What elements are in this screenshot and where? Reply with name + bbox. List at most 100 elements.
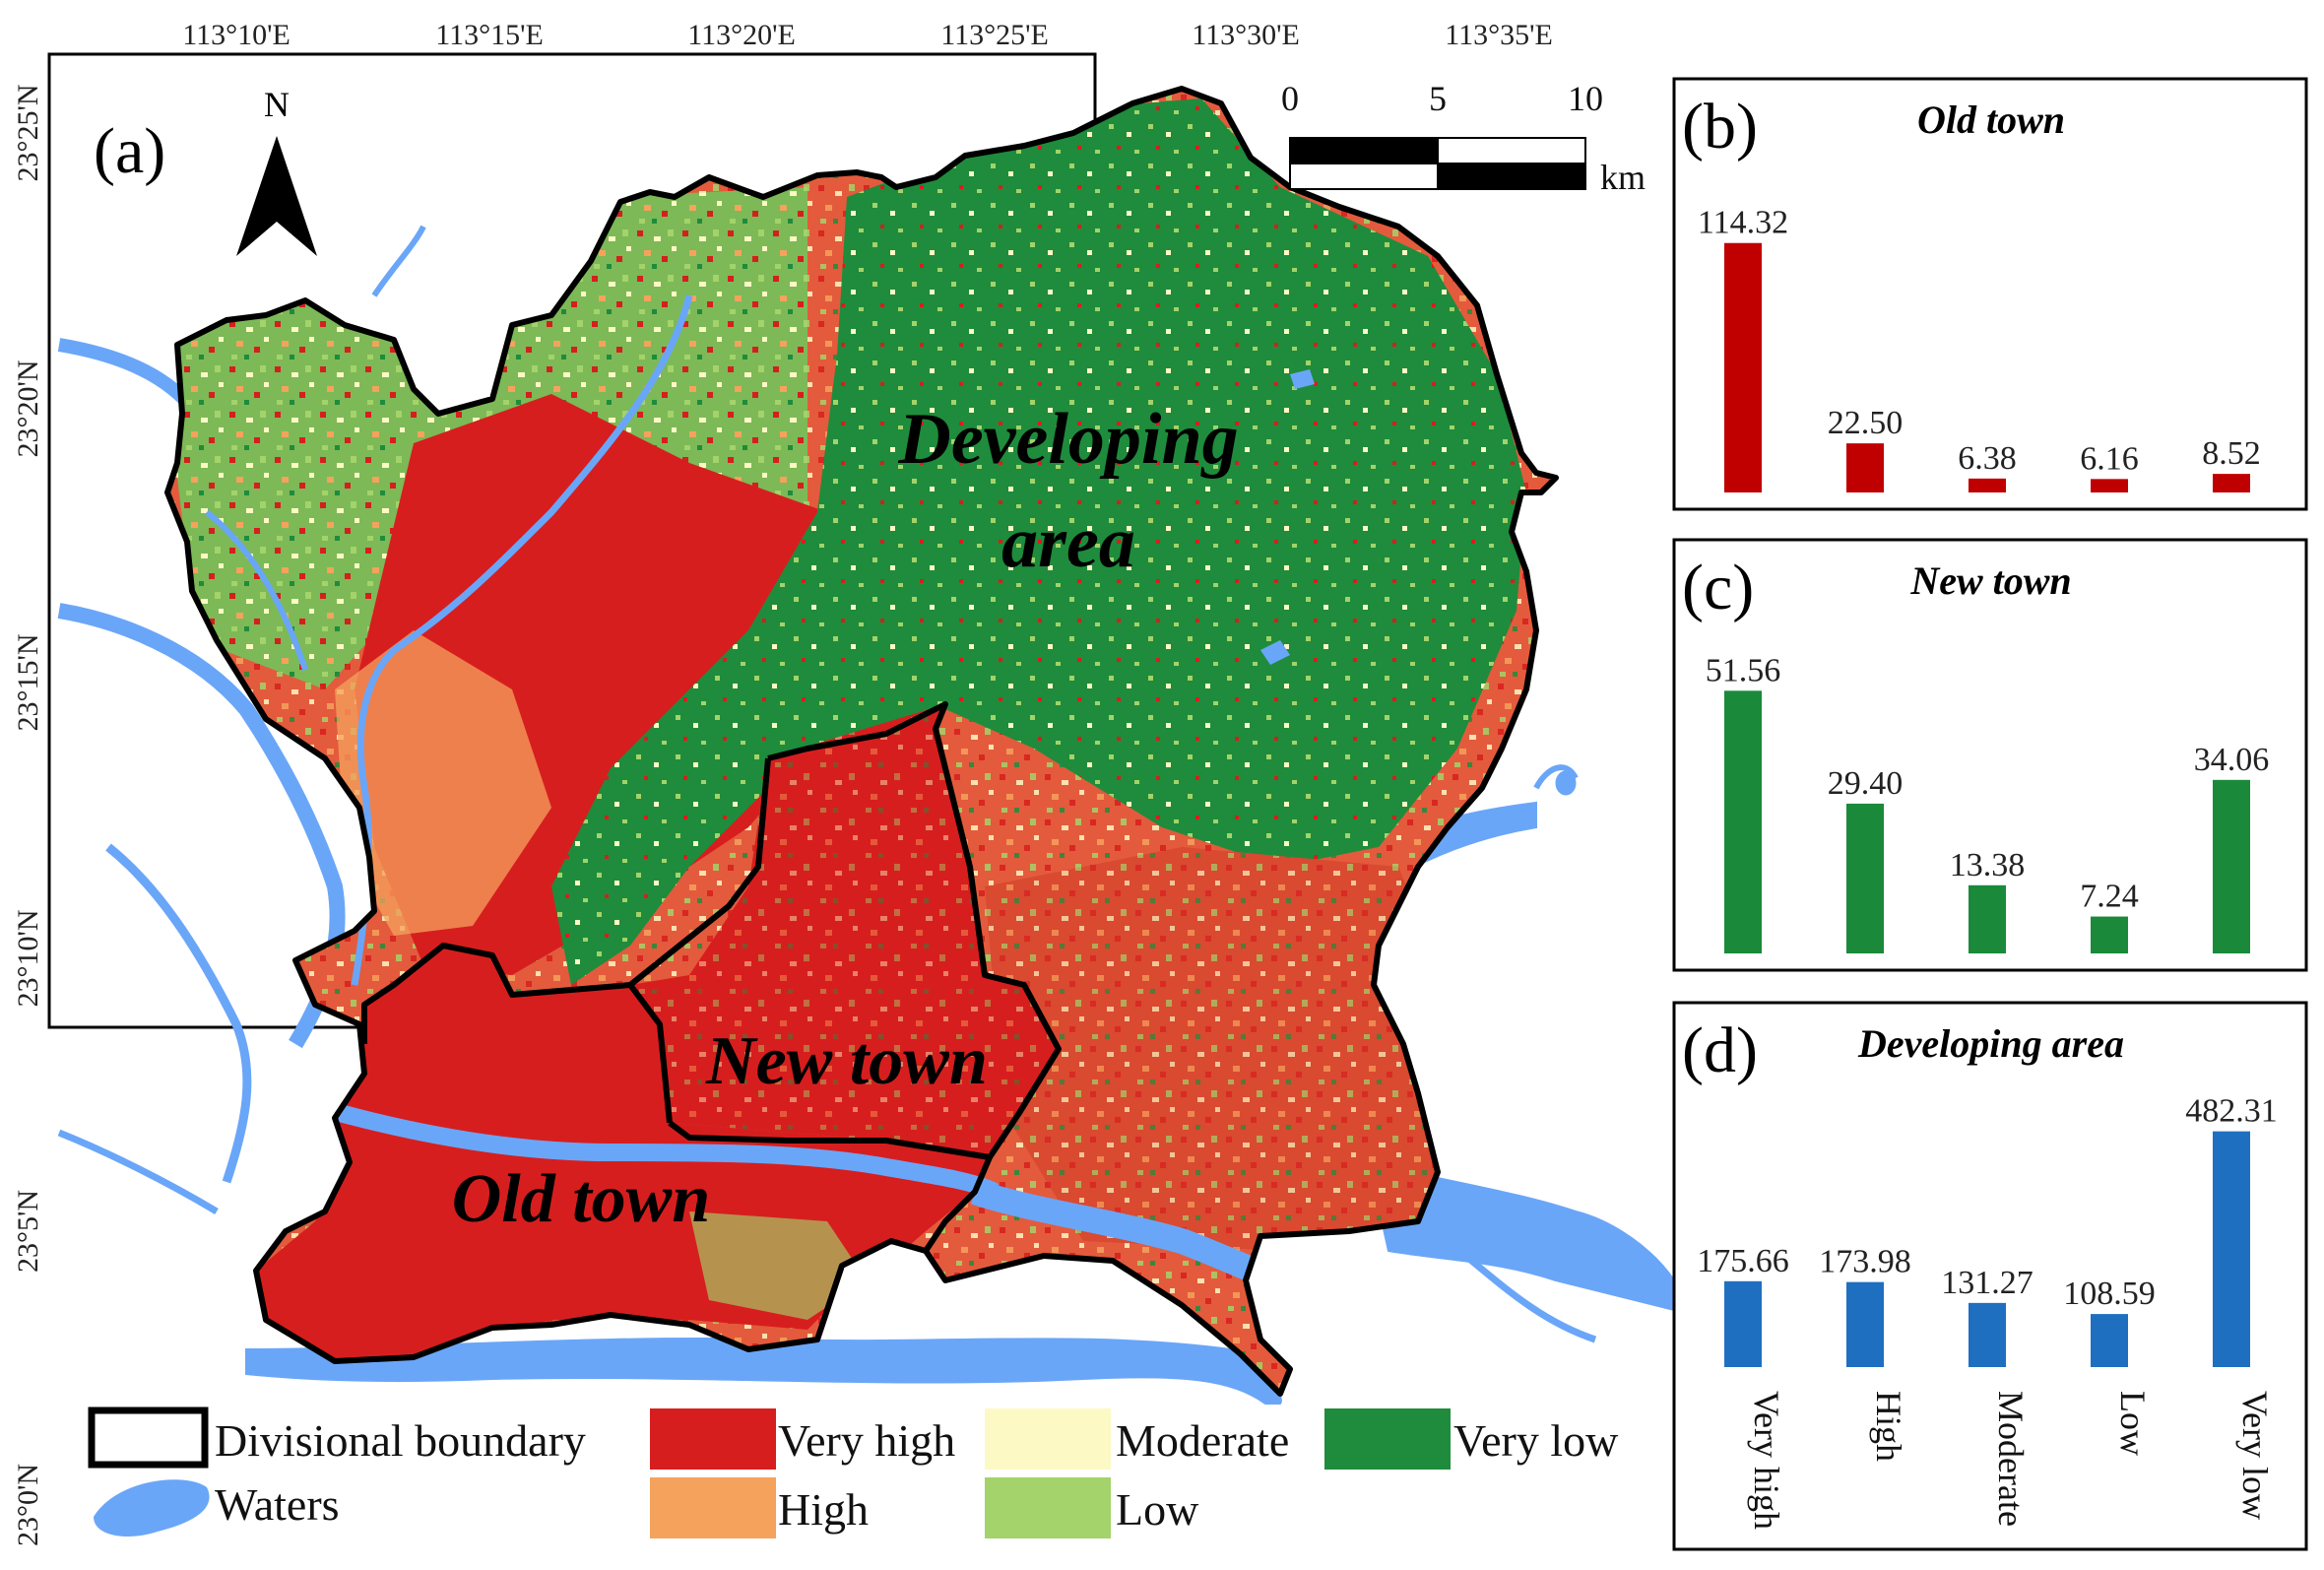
scale-seg-bottom-right [1437, 163, 1586, 190]
west-creek-2 [57, 1129, 219, 1215]
inner-river-main [337, 1104, 1000, 1201]
lon-tick-label: 113°10'E [182, 19, 290, 51]
bar-value-label: 6.16 [2080, 440, 2139, 477]
chart-c-panel-label: (c) [1682, 552, 1754, 623]
north-arrow-label: N [264, 85, 290, 124]
legend-boundary-swatch [88, 1406, 209, 1469]
legend-very-high-label: Very high [778, 1415, 955, 1466]
bar-value-label: 51.56 [1706, 652, 1781, 688]
chart-panel-d: (d) Developing area 175.66 173.98 131.27 10… [1672, 1001, 2308, 1551]
bar-very-low [2213, 474, 2250, 492]
bar-value-label: 13.38 [1950, 847, 2026, 883]
panel-a-label: (a) [94, 115, 165, 187]
chart-d-bars: 175.66 173.98 131.27 108.59 482.31 [1697, 1093, 2278, 1367]
category-label: Very low [2235, 1391, 2275, 1520]
chart-b-frame [1672, 77, 2308, 511]
east-lake [1555, 770, 1577, 796]
lat-tick-label: 23°0'N [12, 1464, 44, 1546]
bar-low [2091, 1314, 2128, 1367]
north-arrow: N [236, 85, 317, 256]
lon-tick-label: 113°30'E [1192, 19, 1300, 51]
lon-tick-label: 113°25'E [940, 19, 1049, 51]
lat-tick-label: 23°15'N [12, 633, 44, 731]
bar-moderate [1969, 1302, 2006, 1367]
inner-river-nw [205, 509, 308, 671]
lat-tick-label: 23°25'N [12, 84, 44, 181]
bar-value-label: 173.98 [1819, 1244, 1911, 1280]
newtown-oldtown-boundary [668, 1120, 993, 1253]
legend-high-label: High [778, 1484, 869, 1535]
chart-d-frame [1672, 1001, 2308, 1551]
legend-moderate-label: Moderate [1116, 1415, 1289, 1466]
developing-speckle [551, 98, 1526, 985]
lon-tick-label: 113°15'E [435, 19, 544, 51]
chart-c-bars: 51.56 29.40 13.38 7.24 34.06 [1706, 652, 2269, 953]
bar-very-high [1724, 1280, 1762, 1367]
west-creek-1 [105, 843, 252, 1184]
lat-tick-label: 23°10'N [12, 909, 44, 1007]
bar-high [1846, 803, 1884, 953]
se-creek [1445, 1238, 1597, 1343]
lon-tick-label: 113°35'E [1445, 19, 1553, 51]
chart-b-bars: 114.32 22.50 6.38 6.16 8.52 [1698, 205, 2261, 492]
scale-bar-tick-0: 0 [1281, 79, 1299, 118]
bar-value-label: 22.50 [1828, 405, 1904, 441]
bar-value-label: 29.40 [1828, 765, 1904, 802]
bar-value-label: 7.24 [2080, 879, 2139, 915]
bar-value-label: 8.52 [2202, 435, 2261, 472]
lat-tick-label: 23°5'N [12, 1190, 44, 1273]
map-legend: Divisional boundary Very high Moderate V… [88, 1406, 1619, 1538]
scale-bar-tick-5: 5 [1429, 79, 1447, 118]
category-label: Very high [1747, 1391, 1786, 1530]
chart-d-title: Developing area [1857, 1021, 2124, 1066]
west-orange-zone [335, 630, 551, 936]
legend-high-swatch [650, 1477, 776, 1538]
bar-value-label: 131.27 [1941, 1265, 2034, 1301]
chart-panel-b: (b) Old town 114.32 22.50 6.38 6.16 8.52 [1672, 77, 2308, 511]
bar-value-label: 114.32 [1698, 205, 1788, 241]
north-arrow-icon [236, 136, 317, 256]
legend-low-label: Low [1116, 1484, 1199, 1535]
chart-panel-c: (c) New town 51.56 29.40 13.38 7.24 34.06 [1672, 538, 2308, 972]
legend-low-swatch [985, 1477, 1111, 1538]
latitude-axis: 23°25'N 23°20'N 23°15'N 23°10'N 23°5'N 2… [12, 84, 44, 1546]
scale-bar-unit: km [1600, 158, 1646, 197]
legend-waters-swatch [94, 1479, 210, 1537]
bar-value-label: 482.31 [2185, 1093, 2278, 1130]
new-town-speckle [630, 704, 1059, 1157]
bar-value-label: 175.66 [1697, 1243, 1789, 1279]
bar-moderate [1969, 478, 2006, 492]
category-label: Low [2113, 1391, 2153, 1456]
lat-tick-label: 23°20'N [12, 360, 44, 457]
lon-tick-label: 113°20'E [687, 19, 796, 51]
bar-low [2091, 479, 2128, 492]
legend-boundary-label: Divisional boundary [215, 1415, 586, 1466]
developing-area-label-1: Developing [897, 399, 1238, 480]
bar-very-high [1724, 690, 1762, 953]
bar-very-high [1724, 242, 1762, 492]
scale-bar: 0 5 10 km [1281, 79, 1646, 197]
legend-waters-label: Waters [215, 1479, 340, 1530]
scale-seg-bottom-left [1289, 163, 1439, 190]
newtown-west-boundary [627, 757, 771, 1124]
chart-b-panel-label: (b) [1682, 91, 1758, 163]
developing-area-label-2: area [1001, 502, 1135, 583]
bar-high [1846, 1281, 1884, 1367]
se-mixed-speckle [985, 847, 1448, 1251]
bar-value-label: 6.38 [1958, 440, 2017, 477]
new-town-label: New town [705, 1023, 988, 1099]
inner-lake-2 [1290, 369, 1315, 389]
legend-very-high-swatch [650, 1408, 776, 1470]
chart-c-title: New town [1909, 558, 2071, 603]
bar-low [2091, 916, 2128, 953]
east-creek [1533, 764, 1579, 790]
legend-very-low-label: Very low [1453, 1415, 1619, 1466]
inner-lake-1 [1260, 640, 1290, 665]
map-panel: Developing area New town Old town (a) N … [12, 19, 1675, 1546]
bar-moderate [1969, 884, 2006, 953]
scale-bar-tick-10: 10 [1568, 79, 1603, 118]
oldtown-north-boundary [361, 943, 631, 1044]
bar-very-low [2213, 779, 2250, 953]
chart-b-title: Old town [1917, 98, 2065, 142]
